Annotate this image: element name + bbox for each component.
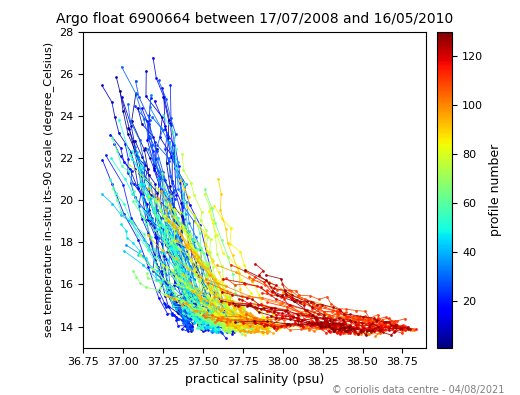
- X-axis label: practical salinity (psu): practical salinity (psu): [185, 373, 324, 386]
- Title: Argo float 6900664 between 17/07/2008 and 16/05/2010: Argo float 6900664 between 17/07/2008 an…: [56, 12, 453, 26]
- Text: © coriolis data centre - 04/08/2021: © coriolis data centre - 04/08/2021: [332, 385, 504, 395]
- Y-axis label: sea temperature in-situ its-90 scale (degree_Celsius): sea temperature in-situ its-90 scale (de…: [43, 42, 54, 337]
- Y-axis label: profile number: profile number: [489, 143, 502, 236]
